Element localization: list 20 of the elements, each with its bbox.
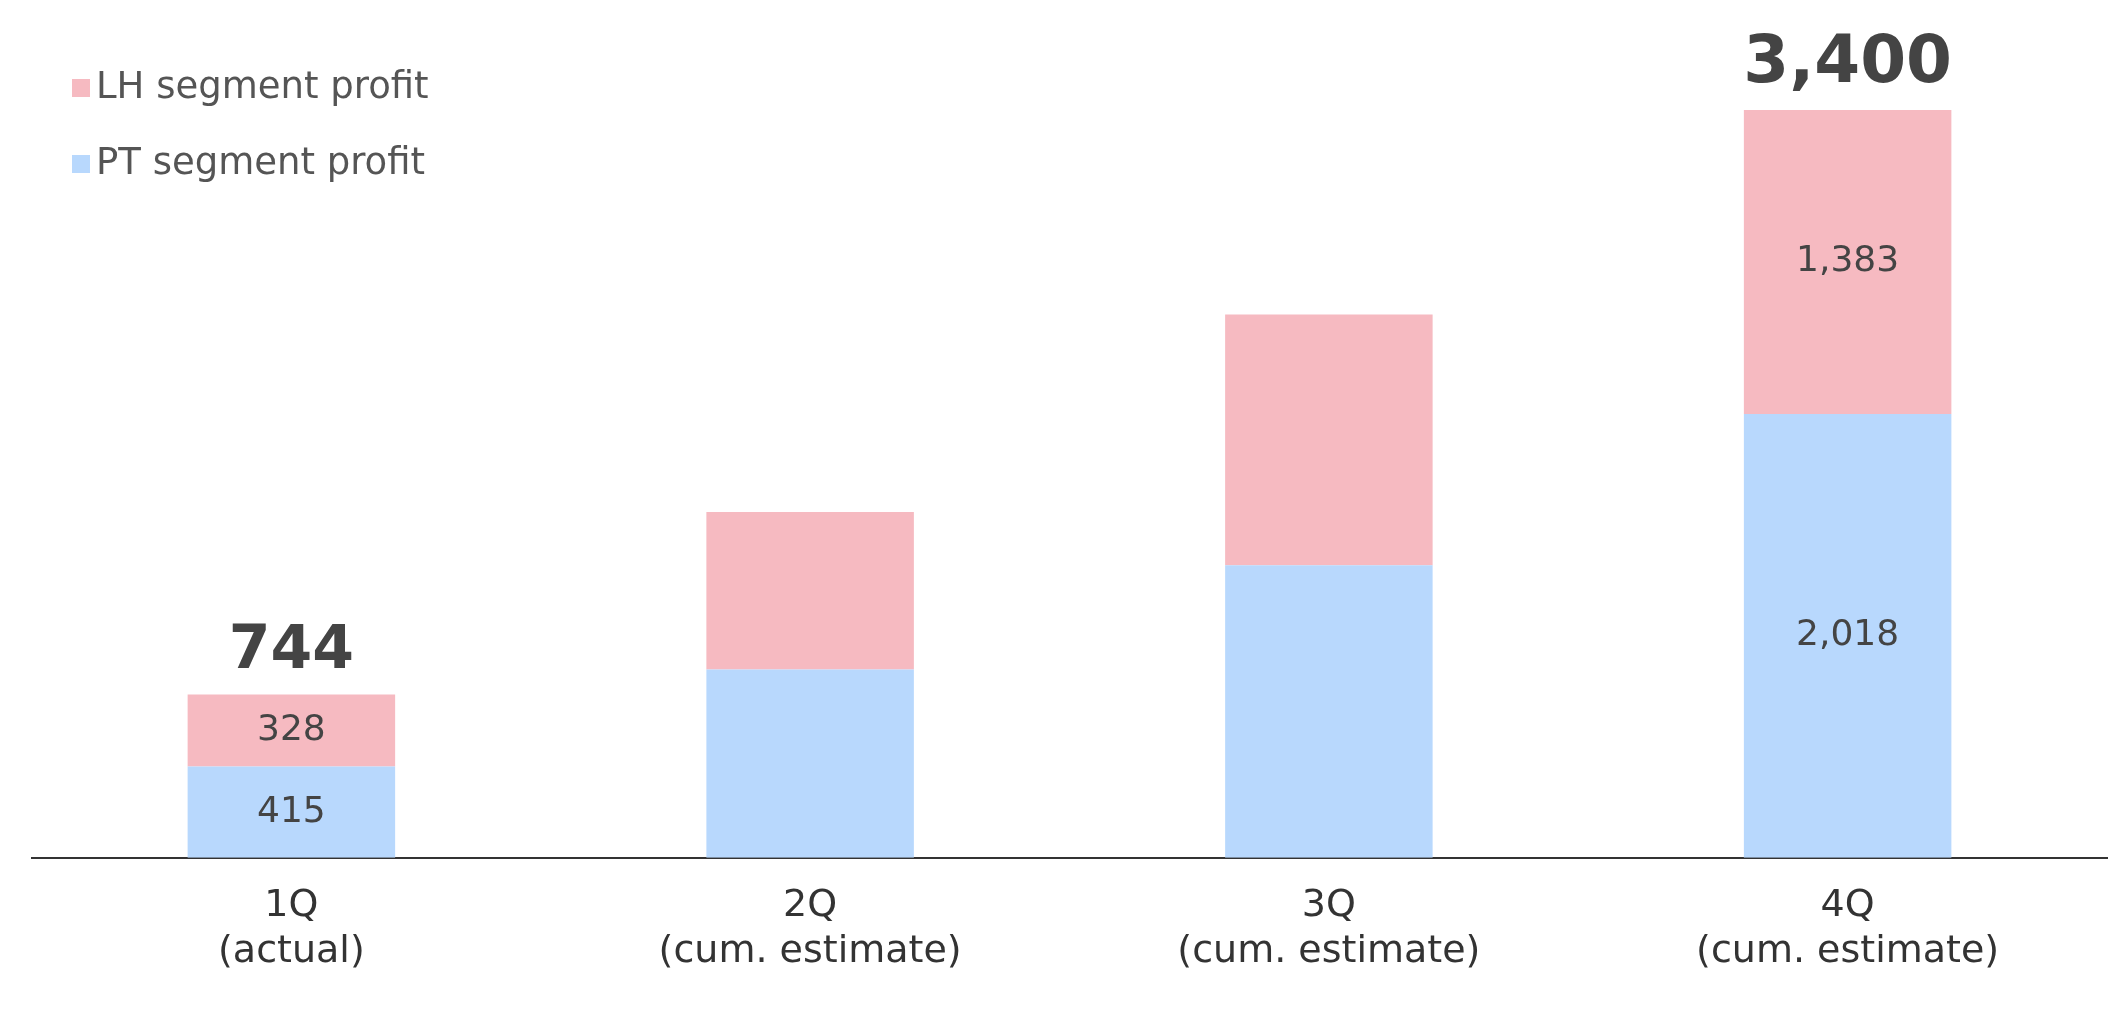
total-label: 3,400 bbox=[1743, 21, 1953, 99]
bar bbox=[187, 694, 396, 767]
bar bbox=[706, 511, 914, 670]
data-label: 2,018 bbox=[1796, 612, 1900, 654]
data-label: 415 bbox=[257, 788, 326, 830]
total-label: 744 bbox=[228, 612, 354, 683]
bar bbox=[1225, 314, 1433, 566]
bar bbox=[1743, 110, 1952, 415]
bar bbox=[1225, 565, 1433, 858]
x-tick-label: 3Q (cum. estimate) bbox=[1177, 881, 1481, 972]
legend-label: PT segment profit bbox=[96, 139, 426, 183]
bar bbox=[187, 766, 396, 858]
data-label: 328 bbox=[257, 706, 326, 748]
x-tick-label: 4Q (cum. estimate) bbox=[1696, 881, 2000, 972]
data-label: 1,383 bbox=[1796, 238, 1900, 280]
bar bbox=[1743, 414, 1952, 858]
x-tick-label: 2Q (cum. estimate) bbox=[658, 881, 962, 972]
x-tick-label: 1Q (actual) bbox=[218, 881, 365, 972]
legend-label: LH segment profit bbox=[96, 63, 429, 107]
bar bbox=[706, 669, 914, 858]
